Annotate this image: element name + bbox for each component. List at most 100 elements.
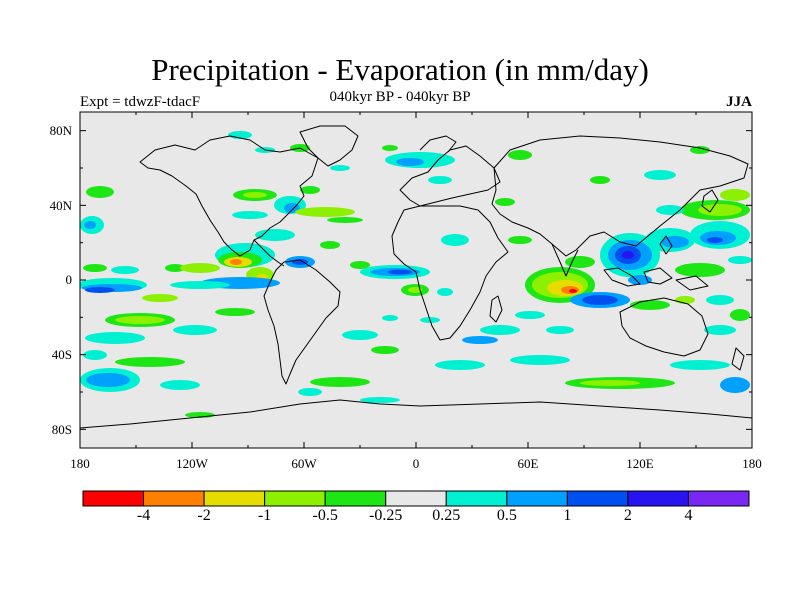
colorbar-label: -0.25	[369, 507, 403, 524]
colorbar-label: 4	[684, 507, 693, 524]
anomaly-patch	[300, 186, 320, 194]
anomaly-patch	[510, 355, 570, 365]
anomaly-patch	[720, 377, 750, 393]
colorbar-swatch	[203, 490, 266, 507]
colorbar-label: 0.25	[432, 507, 461, 524]
anomaly-patch	[298, 388, 322, 396]
colorbar-label: -2	[197, 507, 211, 524]
anomaly-patch	[515, 311, 545, 319]
colorbar-swatch	[627, 490, 689, 507]
colorbar-swatch	[82, 490, 145, 507]
anomaly-patch	[622, 251, 634, 259]
anomaly-patch	[350, 261, 370, 269]
colorbar-swatch	[566, 490, 629, 507]
colorbar-label: 0.5	[496, 507, 517, 524]
anomaly-patch	[330, 165, 350, 171]
anomaly-patch	[730, 309, 750, 321]
lat-label-0: 0	[65, 272, 73, 287]
anomaly-patch	[295, 207, 355, 217]
anomaly-patch	[84, 221, 96, 229]
lat-label-40n: 40N	[49, 198, 72, 213]
anomaly-patch	[508, 236, 532, 244]
anomaly-patch	[111, 266, 139, 274]
anomaly-patch	[675, 263, 725, 277]
anomaly-patch	[360, 397, 400, 403]
anomaly-patch	[232, 211, 268, 219]
anomaly-patch	[437, 288, 453, 296]
anomaly-patch	[495, 198, 515, 206]
anomaly-patch	[580, 380, 640, 386]
anomaly-patch	[382, 315, 398, 321]
colorbar	[82, 490, 750, 507]
anomaly-patch	[388, 269, 412, 275]
lon-label-180w: 180	[70, 456, 90, 471]
colorbar-label: -1	[257, 507, 272, 524]
anomaly-patch	[508, 150, 532, 160]
anomaly-patch	[704, 325, 736, 335]
colorbar-swatch	[506, 490, 568, 507]
colorbar-label: 2	[623, 507, 632, 524]
anomaly-patch	[441, 234, 469, 246]
anomaly-patch	[408, 287, 422, 293]
anomaly-patch	[86, 373, 130, 387]
lat-label-80n: 80N	[49, 123, 72, 138]
axis-ticks	[79, 112, 753, 448]
lon-label-0: 0	[412, 456, 420, 471]
anomaly-patch	[644, 170, 676, 180]
anomaly-patch	[428, 176, 452, 184]
anomaly-patch	[462, 336, 498, 344]
anomaly-patch	[435, 360, 485, 370]
anomaly-patch	[590, 176, 610, 184]
anomaly-patch	[327, 217, 363, 223]
map-title: Precipitation - Evaporation (in mm/day)	[151, 52, 649, 87]
lon-label-120w: 120W	[176, 456, 208, 471]
colorbar-label: -4	[136, 507, 151, 524]
lat-label-40s: 40S	[51, 347, 72, 362]
anomaly-patch	[83, 350, 107, 360]
anomaly-patch	[85, 332, 145, 344]
anomaly-patch	[142, 294, 178, 302]
anomaly-patch	[706, 295, 734, 305]
anomaly-patch	[180, 263, 220, 273]
anomaly-patch	[480, 325, 520, 335]
anomaly-patch	[230, 259, 242, 265]
anomaly-patch	[720, 189, 750, 201]
anomaly-patch	[382, 145, 398, 151]
anomaly-patch	[670, 360, 730, 370]
anomaly-patch	[342, 330, 378, 340]
anomaly-patch	[690, 146, 710, 154]
anomaly-patch	[83, 264, 107, 272]
anomaly-patches	[80, 131, 752, 418]
colorbar-swatch	[264, 490, 326, 507]
lon-label-120e: 120E	[626, 456, 654, 471]
anomaly-patch	[255, 229, 295, 241]
anomaly-patch	[569, 289, 577, 293]
anomaly-patch	[115, 357, 185, 367]
anomaly-patch	[320, 241, 340, 249]
coastlines	[80, 125, 752, 429]
colorbar-swatch	[324, 490, 387, 507]
anomaly-patch	[160, 380, 200, 390]
experiment-label: Expt = tdwzF-tdacF	[80, 94, 201, 110]
anomaly-patch	[371, 346, 399, 354]
colorbar-swatch	[385, 490, 447, 507]
lon-label-180e: 180	[742, 456, 762, 471]
lat-label-80s: 80S	[51, 422, 72, 437]
anomaly-patch	[86, 186, 114, 198]
anomaly-patch	[173, 325, 217, 335]
anomaly-patch	[546, 326, 574, 334]
anomaly-patch	[165, 264, 185, 272]
anomaly-patch	[243, 192, 267, 198]
colorbar-swatch	[687, 490, 750, 507]
colorbar-swatch	[143, 490, 205, 507]
anomaly-patch	[582, 295, 618, 305]
anomaly-patch	[728, 256, 752, 264]
lon-label-60e: 60E	[517, 456, 539, 471]
colorbar-label: -0.5	[312, 507, 338, 524]
anomaly-patch	[85, 287, 115, 293]
anomaly-patch	[115, 316, 165, 324]
anomaly-patch	[565, 256, 595, 268]
season-label: JJA	[726, 94, 752, 110]
anomaly-patch	[215, 308, 255, 316]
